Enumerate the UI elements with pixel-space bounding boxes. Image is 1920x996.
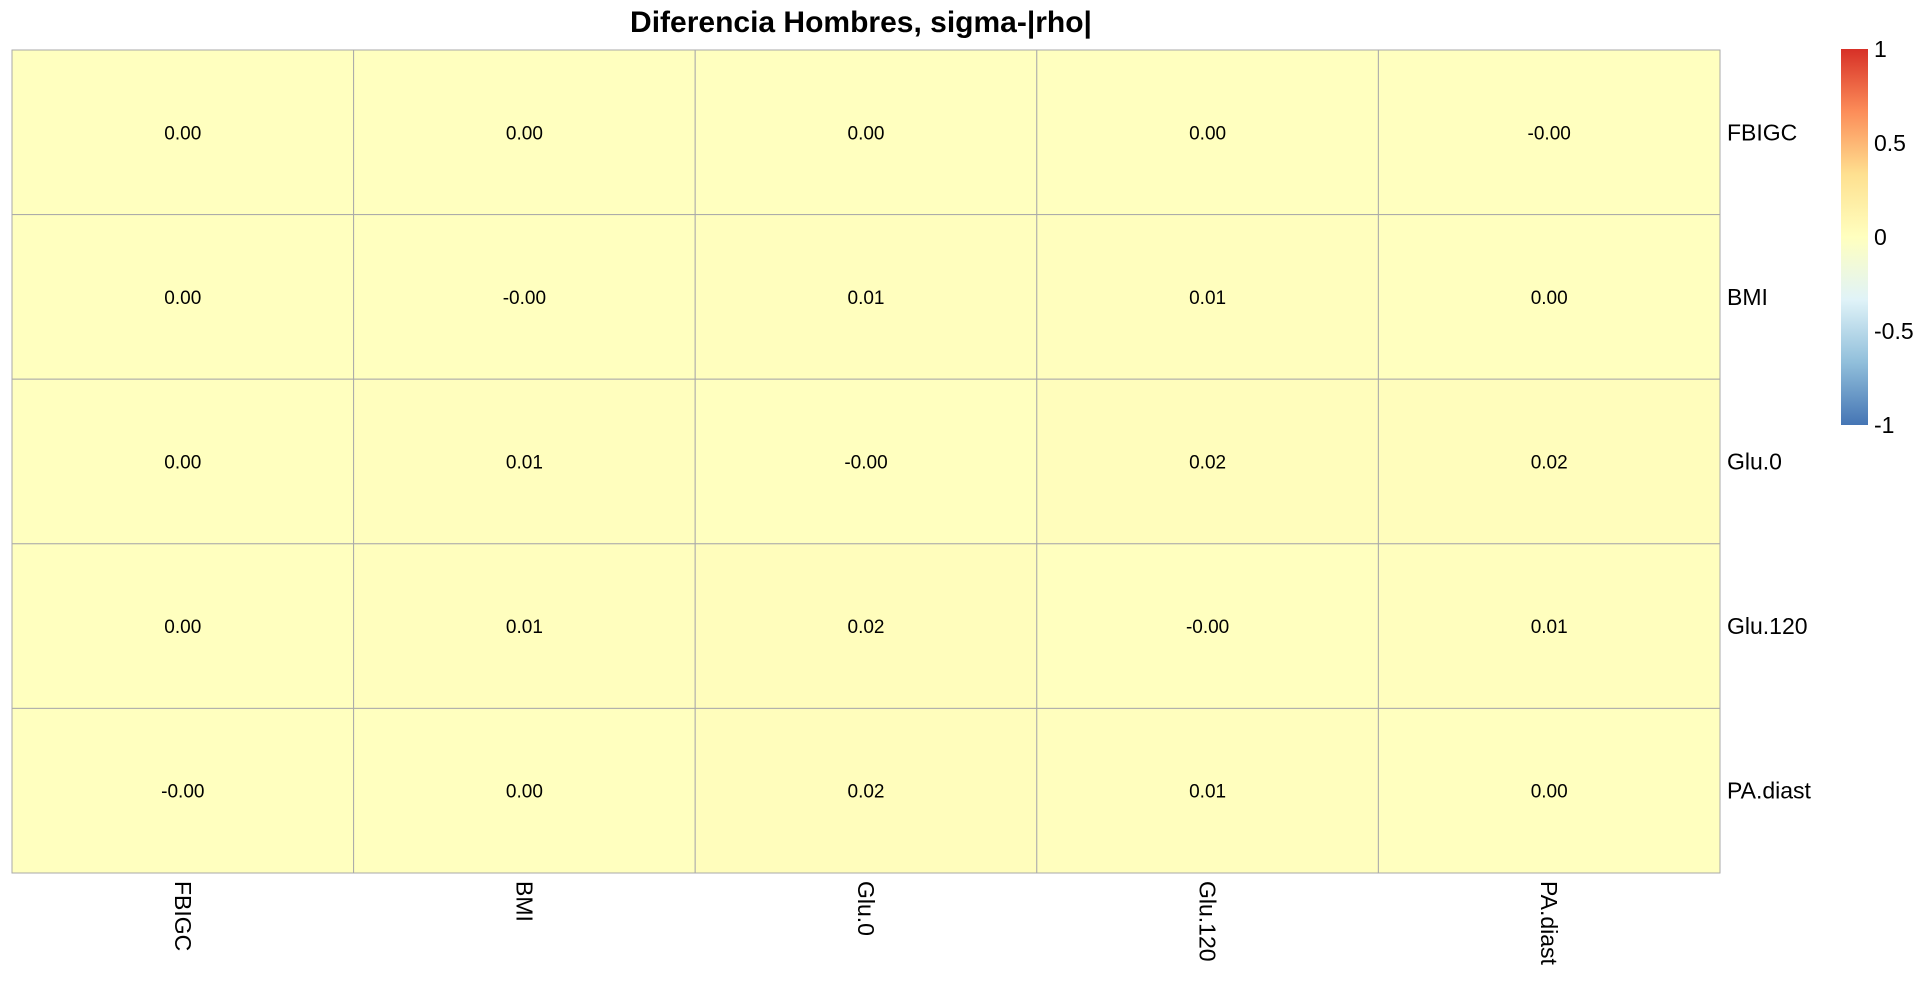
heatmap-cell [11,543,355,709]
heatmap-cell [694,214,1038,380]
cell-value-label: 0.01 [848,288,885,309]
heatmap-cell [11,707,355,874]
heatmap-cell [1036,49,1379,216]
heatmap-cell [353,214,696,380]
cell-value-label: 0.01 [1189,782,1226,803]
cell-value-label: 0.02 [1189,453,1226,474]
heatmap-cell [694,378,1038,545]
heatmap-cell [353,378,696,545]
color-legend: 1 0.5 0 -0.5 -1 [1841,36,1914,438]
legend-tick-label: 0 [1874,224,1887,250]
cell-value-label: 0.02 [1531,453,1568,474]
cell-value-label: 0.01 [1189,288,1226,309]
heatmap-cell [694,49,1038,216]
column-label: FBIGC [170,881,196,951]
row-label: BMI [1727,284,1768,310]
heatmap-cell [694,707,1038,874]
cell-value-label: -0.00 [161,782,204,803]
column-label: Glu.120 [1195,881,1221,962]
column-label: Glu.0 [853,881,879,936]
legend-tick-label: -1 [1874,412,1894,438]
column-labels: FBIGC BMI Glu.0 Glu.120 PA.diast [170,881,1562,966]
chart-title: Diferencia Hombres, sigma-|rho| [630,6,1092,39]
cell-value-label: 0.00 [164,617,201,638]
cell-value-label: 0.00 [1531,288,1568,309]
cell-value-label: 0.02 [848,617,885,638]
heatmap-cell [694,543,1038,709]
cell-value-label: 0.00 [1531,782,1568,803]
heatmap-cell [11,49,355,216]
column-label: PA.diast [1536,881,1562,966]
heatmap-cell [1036,543,1379,709]
cell-value-label: 0.02 [848,782,885,803]
cell-value-label: -0.00 [503,288,546,309]
column-label: BMI [511,881,537,922]
legend-ticks: 1 0.5 0 -0.5 -1 [1874,36,1914,438]
cell-value-label: 0.00 [506,123,543,144]
row-label: FBIGC [1727,119,1797,145]
heatmap-cell [353,49,696,216]
cell-value-label: -0.00 [844,453,887,474]
cell-value-label: 0.00 [506,782,543,803]
cell-value-label: 0.00 [1189,123,1226,144]
cell-value-label: -0.00 [1186,617,1229,638]
heatmap-cells: 0.00 0.00 0.00 0.00 -0.00 0.00 -0.00 0.01 0.01 0.… [11,49,1721,874]
row-label: PA.diast [1727,778,1812,804]
heatmap-cell [353,543,696,709]
heatmap-cell [1377,378,1721,545]
legend-tick-label: 1 [1874,36,1887,62]
cell-value-label: 0.00 [164,453,201,474]
heatmap-cell [1036,378,1379,545]
heatmap-cell [1377,49,1721,216]
cell-value-label: 0.01 [1531,617,1568,638]
heatmap-cell [1377,543,1721,709]
heatmap-cell [11,214,355,380]
legend-tick-label: -0.5 [1874,318,1914,344]
cell-value-label: 0.00 [164,288,201,309]
heatmap-cell [1377,707,1721,874]
cell-value-label: -0.00 [1528,123,1571,144]
cell-value-label: 0.00 [848,123,885,144]
row-labels: FBIGC BMI Glu.0 Glu.120 PA.diast [1727,119,1812,803]
cell-value-label: 0.01 [506,617,543,638]
cell-value-label: 0.01 [506,453,543,474]
cell-value-label: 0.00 [164,123,201,144]
legend-tick-label: 0.5 [1874,130,1906,156]
row-label: Glu.120 [1727,613,1808,639]
row-label: Glu.0 [1727,449,1782,475]
heatmap-cell [353,707,696,874]
heatmap-cell [1377,214,1721,380]
legend-color-bar [1841,49,1868,425]
